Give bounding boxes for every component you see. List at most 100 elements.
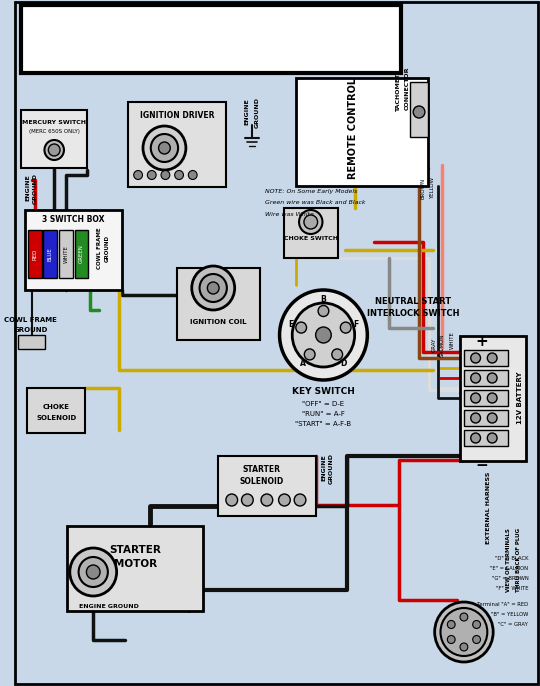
Circle shape [441, 608, 487, 656]
Text: COWL FRAME: COWL FRAME [97, 227, 102, 269]
Circle shape [487, 433, 497, 443]
Circle shape [472, 635, 481, 643]
Circle shape [299, 210, 322, 234]
Text: 12V BATTERY: 12V BATTERY [517, 372, 523, 424]
Text: TACHOMETER: TACHOMETER [396, 64, 401, 112]
Text: GROUND: GROUND [14, 327, 48, 333]
Circle shape [471, 433, 481, 443]
Bar [464, 430, 508, 446]
Circle shape [471, 353, 481, 363]
Text: GROUND: GROUND [254, 97, 260, 128]
Bar [18, 335, 45, 349]
Text: B: B [321, 296, 326, 305]
Text: SOLENOID: SOLENOID [36, 415, 76, 421]
Circle shape [79, 557, 108, 587]
Circle shape [188, 171, 197, 180]
Text: CHOKE SWITCH: CHOKE SWITCH [284, 235, 338, 241]
Circle shape [44, 140, 64, 160]
Bar [177, 268, 260, 340]
Text: CHOKE: CHOKE [43, 404, 70, 410]
Bar [460, 336, 526, 461]
Bar [285, 208, 338, 258]
Circle shape [305, 349, 315, 360]
Circle shape [460, 643, 468, 651]
Text: BLUE: BLUE [48, 247, 53, 261]
Bar [464, 370, 508, 386]
Text: "RUN" = A-F: "RUN" = A-F [302, 411, 345, 417]
Text: MERC 650S & 500S BREAKERLESS: MERC 650S & 500S BREAKERLESS [40, 19, 382, 37]
Circle shape [471, 393, 481, 403]
Text: "D" = BLACK: "D" = BLACK [495, 556, 528, 560]
Circle shape [471, 413, 481, 423]
Bar [67, 526, 204, 611]
Text: CONNECTOR: CONNECTOR [405, 67, 410, 110]
Text: "G" = BROWN: "G" = BROWN [491, 576, 528, 580]
Circle shape [296, 322, 307, 333]
Circle shape [147, 171, 156, 180]
Text: GRAY: GRAY [432, 338, 437, 352]
Text: GROUND: GROUND [33, 172, 38, 204]
Text: NOTE: On Some Early Models: NOTE: On Some Early Models [265, 189, 357, 195]
Text: SOLENOID: SOLENOID [240, 477, 284, 486]
Bar [21, 110, 87, 168]
Circle shape [487, 353, 497, 363]
Circle shape [241, 494, 253, 506]
Text: EXTERNAL HARNESS: EXTERNAL HARNESS [486, 472, 491, 544]
Text: IGNITION COIL: IGNITION COIL [190, 319, 246, 325]
Text: GREEN: GREEN [79, 245, 84, 263]
Text: GROUND: GROUND [104, 235, 110, 261]
Text: F: F [353, 320, 359, 329]
Text: E: E [288, 320, 294, 329]
Circle shape [261, 494, 273, 506]
Circle shape [447, 635, 455, 643]
Circle shape [471, 373, 481, 383]
Text: COWL FRAME: COWL FRAME [4, 317, 57, 323]
Bar [44, 230, 57, 278]
Text: NEUTRAL START: NEUTRAL START [375, 298, 451, 307]
Text: +: + [475, 335, 488, 349]
Circle shape [207, 282, 219, 294]
Text: REMOTE CONTROL: REMOTE CONTROL [348, 78, 357, 178]
Circle shape [294, 494, 306, 506]
Text: ENGINE: ENGINE [25, 175, 30, 202]
Bar [296, 78, 428, 186]
Circle shape [151, 134, 178, 162]
Text: YELLOW: YELLOW [430, 177, 435, 199]
Circle shape [292, 303, 355, 367]
Bar [464, 390, 508, 406]
Bar [464, 410, 508, 426]
Text: "START" = A-F-B: "START" = A-F-B [295, 421, 352, 427]
Bar [410, 82, 428, 137]
Bar [218, 456, 316, 516]
Circle shape [435, 602, 493, 662]
Text: "C" = GRAY: "C" = GRAY [498, 622, 528, 626]
Circle shape [86, 565, 100, 579]
Text: ENGINE: ENGINE [245, 99, 250, 126]
Text: −: − [475, 458, 488, 473]
Text: IGNITION DRIVER: IGNITION DRIVER [140, 110, 214, 119]
Text: A: A [300, 359, 306, 368]
Circle shape [487, 373, 497, 383]
Circle shape [280, 290, 367, 380]
Circle shape [279, 494, 291, 506]
Bar [464, 350, 508, 366]
Text: WHITE: WHITE [450, 331, 455, 349]
Circle shape [174, 171, 184, 180]
Circle shape [200, 274, 227, 302]
Text: MERCURY SWITCH: MERCURY SWITCH [22, 119, 86, 124]
Circle shape [192, 266, 235, 310]
Text: RED: RED [32, 248, 37, 260]
Bar [21, 5, 401, 73]
Text: ENGINE GROUND: ENGINE GROUND [79, 604, 139, 608]
Text: VIEW OF TERMINALS: VIEW OF TERMINALS [507, 528, 511, 592]
Circle shape [70, 548, 117, 596]
Circle shape [487, 413, 497, 423]
Circle shape [316, 327, 331, 343]
Text: "F" = WHITE: "F" = WHITE [496, 585, 528, 591]
Circle shape [143, 126, 186, 170]
Circle shape [340, 322, 351, 333]
Text: GROUND: GROUND [329, 453, 334, 484]
Circle shape [332, 349, 342, 360]
Circle shape [134, 171, 143, 180]
Text: Green wire was Black and Black: Green wire was Black and Black [265, 200, 366, 206]
